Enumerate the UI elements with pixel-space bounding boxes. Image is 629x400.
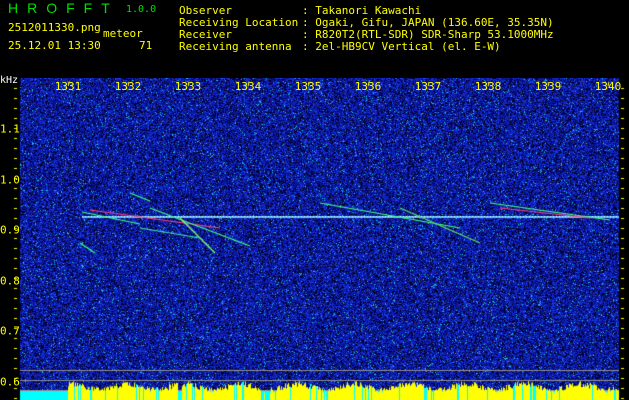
meteor-label: meteor — [103, 27, 143, 40]
x-tick-label: 1335 — [294, 80, 322, 93]
info-observer-value: : Takanori Kawachi — [302, 4, 422, 17]
y-tick-label: 1.1 — [0, 122, 20, 136]
datetime: 25.12.01 13:30 — [8, 39, 101, 52]
version: 1.0.0 — [126, 4, 157, 15]
y-tick-label: 1.0 — [0, 173, 20, 186]
spectrogram — [0, 78, 629, 400]
y-tick-label: 0.8 — [0, 274, 20, 287]
x-tick-label: 1332 — [114, 80, 142, 93]
x-tick-label: 1339 — [534, 80, 562, 93]
y-tick-label: 0.6 — [0, 375, 20, 388]
x-tick-label: 1340 — [594, 80, 622, 93]
y-unit-label: kHz — [0, 75, 19, 86]
filename: 2512011330.png — [8, 21, 101, 34]
meteor-count: 71 — [139, 39, 153, 52]
x-tick-label: 1334 — [234, 80, 262, 93]
info-location-label: Receiving Location — [179, 16, 299, 29]
x-tick-label: 1331 — [54, 80, 82, 93]
info-antenna-label: Receiving antenna — [179, 40, 292, 53]
x-tick-label: 1337 — [414, 80, 442, 93]
y-tick-label: 0.7 — [0, 324, 20, 338]
x-tick-label: 1333 — [174, 80, 202, 93]
info-receiver-label: Receiver — [179, 28, 232, 41]
x-tick-label: 1338 — [474, 80, 502, 93]
info-antenna-value: : 2el-HB9CV Vertical (el. E-W) — [302, 40, 501, 53]
app-title: HROFFT — [8, 0, 119, 16]
info-observer-label: Observer — [179, 4, 232, 17]
info-location-value: : Ogaki, Gifu, JAPAN (136.60E, 35.35N) — [302, 16, 554, 29]
x-tick-label: 1336 — [354, 80, 382, 93]
y-tick-label: 0.9 — [0, 223, 20, 237]
info-receiver-value: : R820T2(RTL-SDR) SDR-Sharp 53.1000MHz — [302, 28, 554, 41]
